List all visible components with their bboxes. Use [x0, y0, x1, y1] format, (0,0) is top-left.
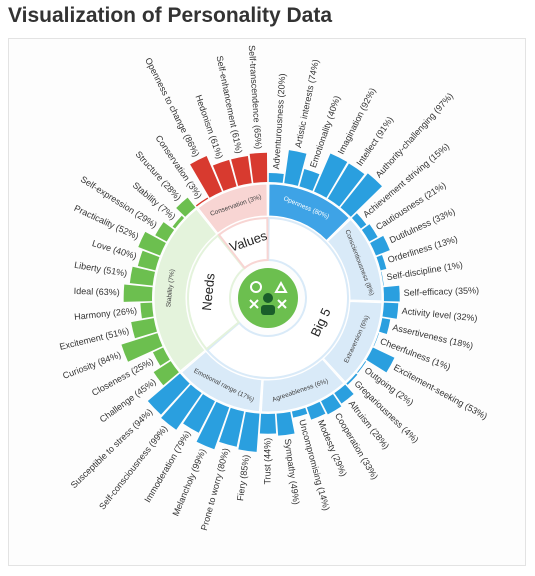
- group-segment: [217, 216, 269, 270]
- facet-bar: [140, 302, 154, 319]
- facet-bar: [153, 361, 179, 386]
- facet-label: Ideal (63%): [74, 286, 120, 298]
- facet-bar: [291, 407, 308, 418]
- center-icon: [238, 268, 298, 328]
- subgroup-segment: [153, 208, 218, 372]
- facet-bar: [129, 266, 155, 286]
- facet-bar: [183, 394, 215, 433]
- facet-label: Fiery (85%): [235, 454, 251, 501]
- rings: [153, 183, 383, 413]
- facet-bar: [299, 169, 320, 191]
- icon-body: [261, 305, 275, 315]
- facet-bar: [195, 197, 209, 207]
- facet-bar: [152, 347, 170, 366]
- facet-label: Liberty (51%): [74, 260, 128, 279]
- facet-label: Excitement-seeking (53%): [392, 362, 489, 421]
- icon-head: [263, 293, 273, 303]
- subgroup-label: Stability (7%): [165, 269, 176, 308]
- facet-bar: [212, 159, 237, 191]
- facet-bar: [176, 197, 196, 217]
- facet-bar: [334, 384, 354, 404]
- facet-bar: [314, 153, 348, 198]
- icon-shape: [249, 299, 259, 309]
- facet-bar: [284, 150, 307, 186]
- facet-bar: [373, 333, 379, 347]
- facet-bar: [376, 255, 387, 271]
- icon-shape: [274, 280, 288, 293]
- facet-bar: [327, 163, 365, 207]
- facet-bar: [276, 411, 295, 436]
- facet-bar: [379, 318, 391, 334]
- facet-bar: [161, 384, 202, 430]
- facet-bar: [190, 156, 222, 198]
- facet-label: Openness to change (86%): [143, 56, 201, 158]
- facet-label: Self-efficacy (35%): [403, 285, 479, 298]
- facet-label: Self-discipline (1%): [386, 260, 464, 283]
- facet-label: Sympathy (49%): [283, 438, 302, 505]
- facet-bar: [219, 407, 245, 447]
- facet-bar: [321, 394, 342, 415]
- facet-bar: [383, 285, 400, 302]
- facet-bar: [123, 284, 153, 302]
- facet-bar: [351, 213, 367, 229]
- facet-bar: [357, 361, 367, 373]
- group-segment: [205, 216, 349, 379]
- facet-bar: [131, 318, 157, 339]
- facet-bar: [366, 347, 395, 373]
- facet-bar: [382, 302, 399, 319]
- facet-bar: [137, 250, 160, 271]
- facet-bar: [138, 231, 166, 256]
- facet-label: Activity level (32%): [401, 306, 478, 324]
- facet-bar: [155, 222, 175, 242]
- icon-shape: [250, 281, 262, 293]
- group-segment: [187, 234, 246, 351]
- facet-label: Excitement (51%): [59, 326, 130, 352]
- facet-bar: [259, 413, 277, 434]
- facet-bar: [306, 401, 326, 420]
- facet-label: Love (40%): [91, 238, 138, 261]
- subgroup-segment: [260, 358, 345, 413]
- facet-bar: [381, 271, 384, 286]
- facet-bar: [231, 155, 252, 186]
- subgroup-segment: [197, 183, 268, 234]
- facet-bar: [249, 152, 268, 183]
- facet-label: Adventurousness (20%): [271, 73, 287, 170]
- facet-bar: [196, 401, 230, 450]
- subgroup-segment: [326, 218, 383, 302]
- facet-label: Artistic interests (74%): [293, 58, 321, 148]
- facet-bar: [361, 224, 378, 242]
- facet-label: Harmony (26%): [74, 306, 138, 322]
- facet-bar: [370, 235, 390, 256]
- facet-bar: [346, 373, 358, 385]
- icon-shape: [277, 299, 287, 309]
- subgroup-segment: [180, 350, 263, 413]
- facet-bar: [172, 215, 185, 229]
- facet-bar: [340, 173, 382, 217]
- subgroup-segment: [268, 183, 350, 242]
- subgroup-segment: [322, 300, 383, 383]
- facet-bar: [268, 173, 284, 183]
- facet-bar: [121, 333, 163, 362]
- facet-bar: [238, 411, 260, 452]
- facet-label: Trust (44%): [262, 438, 272, 485]
- facet-bar: [147, 373, 190, 415]
- page-title: Visualization of Personality Data: [8, 4, 333, 27]
- facet-label: Self-consciousness (99%): [97, 424, 169, 512]
- group-label: Needs: [199, 272, 218, 311]
- facet-label: Self-transcendence (65%): [247, 45, 264, 149]
